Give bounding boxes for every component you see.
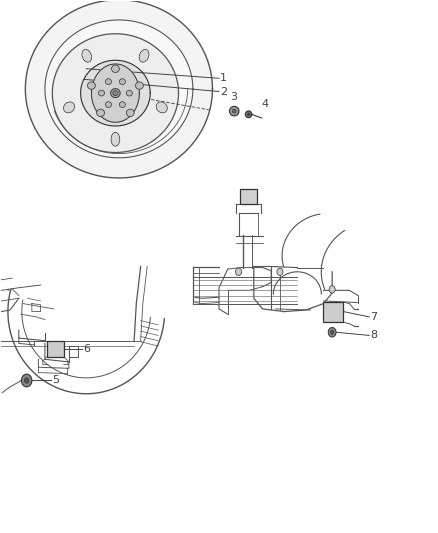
FancyBboxPatch shape [47,341,64,357]
Text: 7: 7 [370,312,377,322]
Text: 6: 6 [83,344,90,354]
Ellipse shape [99,90,105,96]
FancyBboxPatch shape [240,189,257,204]
Circle shape [21,374,32,387]
Circle shape [236,268,242,276]
Circle shape [25,378,29,383]
Circle shape [277,268,283,276]
Ellipse shape [245,111,252,118]
FancyBboxPatch shape [322,302,343,322]
Polygon shape [92,64,139,122]
Ellipse shape [106,79,112,85]
Text: 1: 1 [220,73,227,83]
Ellipse shape [119,102,125,108]
Ellipse shape [232,109,236,113]
Polygon shape [45,20,193,158]
Circle shape [328,327,336,337]
Text: 5: 5 [52,375,59,385]
Text: 8: 8 [370,330,377,341]
Circle shape [329,286,335,293]
Text: 4: 4 [261,99,269,109]
Text: 3: 3 [230,92,237,102]
Polygon shape [52,34,179,152]
Ellipse shape [97,109,105,117]
Ellipse shape [126,109,134,117]
Ellipse shape [139,50,149,62]
Text: 2: 2 [220,86,227,96]
Ellipse shape [156,102,167,113]
Ellipse shape [119,79,125,85]
Ellipse shape [106,102,112,108]
Circle shape [330,330,334,334]
Ellipse shape [113,91,118,95]
Ellipse shape [64,102,74,113]
Ellipse shape [111,88,120,98]
Polygon shape [25,0,212,178]
Polygon shape [81,60,150,126]
Ellipse shape [88,82,95,90]
Ellipse shape [82,50,92,62]
Ellipse shape [135,82,143,90]
Ellipse shape [247,113,250,116]
Ellipse shape [230,107,239,116]
Ellipse shape [126,90,132,96]
Ellipse shape [112,65,119,72]
Ellipse shape [111,132,120,146]
